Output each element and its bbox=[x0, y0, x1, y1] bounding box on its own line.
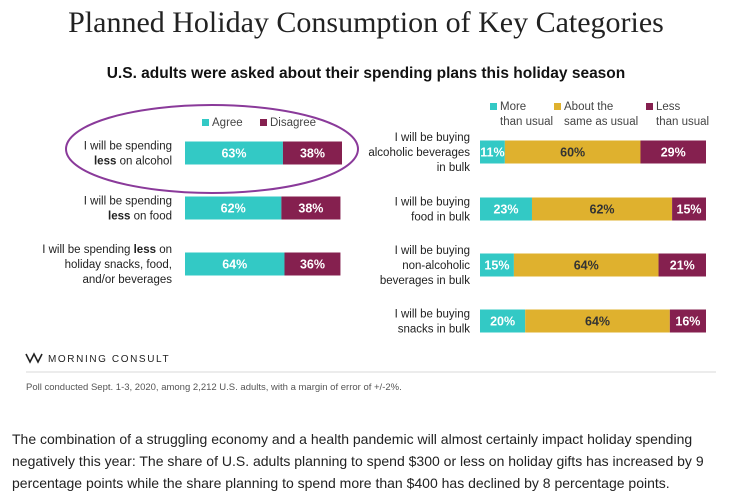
legend-swatch-disagree bbox=[260, 119, 267, 126]
row-label: I will be spending less on alcohol bbox=[84, 141, 172, 168]
bar-segment-more bbox=[480, 253, 514, 277]
bar-value-label: 62% bbox=[590, 203, 615, 217]
bar-segment-disagree bbox=[284, 252, 341, 276]
bar-value-label: 38% bbox=[298, 202, 323, 216]
bar-value-label: 64% bbox=[585, 315, 610, 329]
bar-value-label: 21% bbox=[670, 259, 695, 273]
legend-label-same: About the same as usual bbox=[564, 101, 638, 128]
bar-segment-disagree bbox=[282, 141, 342, 165]
legend-label-more: More than usual bbox=[500, 101, 553, 128]
row-label: I will be buying food in bulk bbox=[395, 197, 471, 224]
row-label: I will be spending less on food bbox=[84, 196, 172, 223]
bar-segment-disagree bbox=[281, 196, 341, 220]
bar-segment-agree bbox=[185, 196, 282, 220]
page-title: Planned Holiday Consumption of Key Categ… bbox=[68, 6, 664, 39]
bar-segment-same bbox=[513, 253, 659, 277]
row-label: I will be buying alcoholic beverages in bu… bbox=[368, 132, 470, 174]
brand-name: MORNING CONSULT bbox=[48, 354, 170, 365]
bar-segment-same bbox=[525, 309, 670, 333]
bar-segment-same bbox=[531, 197, 673, 221]
legend-swatch-more bbox=[490, 103, 497, 110]
bar-value-label: 38% bbox=[300, 147, 325, 161]
chart-subtitle: U.S. adults were asked about their spend… bbox=[106, 65, 626, 82]
legend-swatch-same bbox=[554, 103, 561, 110]
legend-swatch-less bbox=[646, 103, 653, 110]
bar-value-label: 64% bbox=[222, 258, 247, 272]
legend-label-less: Less than usual bbox=[656, 101, 709, 128]
bar-value-label: 62% bbox=[221, 202, 246, 216]
bar-value-label: 36% bbox=[300, 258, 325, 272]
highlight-circle bbox=[65, 104, 359, 194]
article-caption: The combination of a struggling economy … bbox=[12, 431, 704, 491]
morning-consult-logo: MORNING CONSULT bbox=[25, 352, 170, 365]
bar-segment-more bbox=[480, 140, 505, 164]
bar-value-label: 15% bbox=[484, 259, 509, 273]
bar-value-label: 16% bbox=[675, 315, 700, 329]
chart-figure: Agree Disagree I will be spending less on a… bbox=[25, 101, 716, 393]
left-chart: Agree Disagree I will be spending less on a… bbox=[42, 104, 359, 286]
row-label: I will be spending less on holiday snacks… bbox=[42, 244, 172, 286]
bar-segment-less bbox=[672, 197, 706, 221]
bar-segment-agree bbox=[185, 252, 285, 276]
bar-segment-less bbox=[640, 140, 706, 164]
bar-value-label: 29% bbox=[661, 146, 686, 160]
bar-value-label: 11% bbox=[480, 146, 504, 160]
footnote: Poll conducted Sept. 1-3, 2020, among 2,… bbox=[26, 382, 402, 393]
bar-value-label: 23% bbox=[493, 203, 518, 217]
bar-segment-agree bbox=[185, 141, 283, 165]
legend-swatch-agree bbox=[202, 119, 209, 126]
logo-mark-icon bbox=[25, 352, 43, 364]
bar-value-label: 20% bbox=[490, 315, 515, 329]
bar-value-label: 60% bbox=[560, 146, 585, 160]
row-label: I will be buying snacks in bulk bbox=[395, 309, 471, 336]
bar-value-label: 64% bbox=[574, 259, 599, 273]
bar-value-label: 63% bbox=[221, 147, 246, 161]
row-label: I will be buying non-alcoholic beverages i… bbox=[380, 245, 470, 287]
legend-label-agree: Agree bbox=[212, 117, 243, 129]
bar-segment-less bbox=[669, 309, 706, 333]
bar-segment-more bbox=[480, 309, 526, 333]
bar-segment-more bbox=[480, 197, 532, 221]
right-chart: More than usual About the same as usual Less… bbox=[368, 101, 709, 336]
bar-segment-same bbox=[504, 140, 641, 164]
bar-value-label: 15% bbox=[677, 203, 702, 217]
legend-label-disagree: Disagree bbox=[270, 117, 316, 129]
bar-segment-less bbox=[658, 253, 706, 277]
